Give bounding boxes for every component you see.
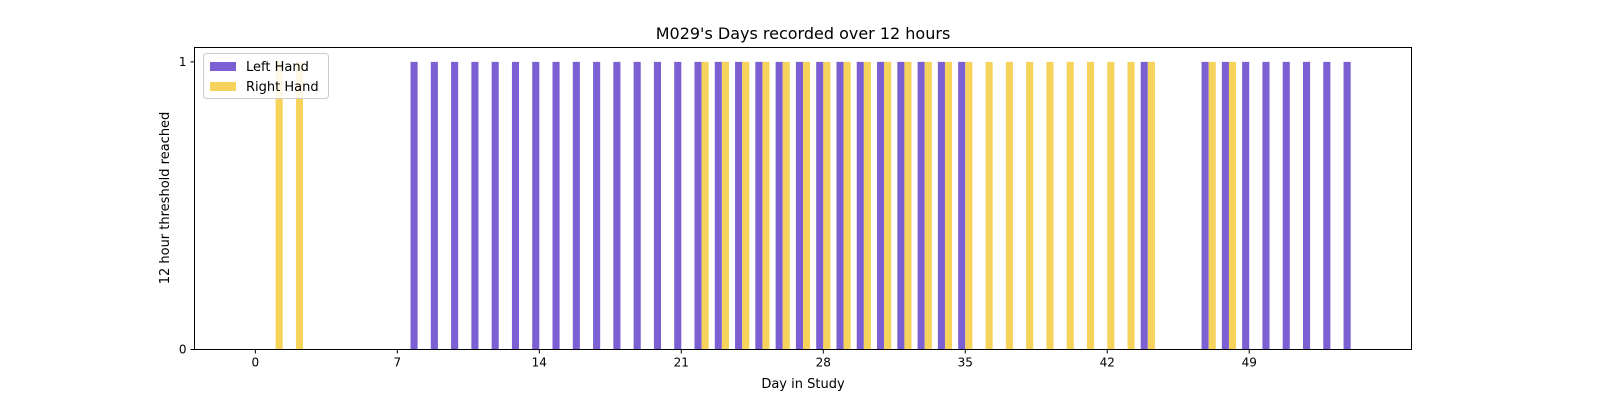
right-hand-bar <box>1228 61 1237 350</box>
left-hand-bar <box>633 61 641 350</box>
right-hand-bar <box>884 61 892 350</box>
right-hand-bar <box>782 61 790 350</box>
left-hand-bar <box>1323 61 1331 350</box>
right-hand-bar <box>1127 61 1135 350</box>
left-hand-bar <box>877 61 885 350</box>
left-hand-bar <box>552 61 560 350</box>
right-hand-bar <box>1066 61 1074 350</box>
right-hand-bar <box>965 61 973 350</box>
left-hand-bar <box>958 61 966 350</box>
right-hand-bar <box>295 61 304 350</box>
right-hand-bar <box>701 61 709 350</box>
left-hand-bar <box>674 61 682 350</box>
x-tick-label: 42 <box>1100 356 1115 370</box>
x-tick-label: 7 <box>394 356 402 370</box>
legend-swatch-right-hand <box>210 82 236 91</box>
left-hand-bar <box>1140 61 1148 350</box>
x-tick-label: 0 <box>252 356 260 370</box>
left-hand-bar <box>897 61 905 350</box>
left-hand-bar <box>795 61 803 350</box>
legend-label-left-hand: Left Hand <box>246 60 309 75</box>
legend-label-right-hand: Right Hand <box>246 80 319 95</box>
x-tick-label: 35 <box>958 356 973 370</box>
x-tick-label: 49 <box>1242 356 1257 370</box>
y-axis: 01 <box>179 55 195 357</box>
right-hand-bar <box>721 61 729 350</box>
left-hand-bar <box>816 61 824 350</box>
left-hand-bar <box>1221 61 1229 350</box>
right-hand-bar <box>1107 61 1115 350</box>
right-hand-bar <box>843 61 851 350</box>
left-hand-bar <box>1343 61 1351 350</box>
left-hand-bar <box>532 61 540 350</box>
right-hand-bar <box>924 61 932 350</box>
right-hand-bar <box>863 61 871 350</box>
left-hand-bar <box>836 61 844 350</box>
left-hand-bar <box>714 61 722 350</box>
left-hand-bar <box>694 61 702 350</box>
right-hand-bar <box>275 61 283 350</box>
right-hand-bar <box>1005 61 1013 350</box>
y-tick-label: 1 <box>179 55 187 69</box>
left-hand-bar <box>471 61 479 350</box>
left-hand-bar <box>430 61 438 350</box>
left-hand-bar <box>1262 61 1270 350</box>
left-hand-bar <box>735 61 743 350</box>
left-hand-bar <box>653 61 662 350</box>
left-hand-bar <box>451 61 459 350</box>
left-hand-bar <box>1242 61 1250 350</box>
right-hand-bar <box>1046 61 1054 350</box>
y-tick-label: 0 <box>179 343 187 357</box>
right-hand-bar <box>1086 61 1095 350</box>
left-hand-bar <box>755 61 763 350</box>
left-hand-bar <box>775 61 783 350</box>
legend: Left Hand Right Hand <box>203 53 329 99</box>
left-hand-bar <box>1201 61 1209 350</box>
left-hand-bar <box>491 61 499 350</box>
left-hand-bar <box>410 61 418 350</box>
right-hand-bar <box>1026 61 1034 350</box>
x-axis: 0 7 14 21 28 35 42 49 <box>252 349 1257 370</box>
right-hand-bar <box>1208 61 1216 350</box>
x-tick-label: 14 <box>532 356 547 370</box>
right-hand-bar <box>985 61 993 350</box>
plot-area <box>275 61 1351 350</box>
right-hand-bar <box>803 61 811 350</box>
left-hand-bar <box>856 61 864 350</box>
left-hand-bar <box>1302 61 1311 350</box>
legend-swatch-left-hand <box>210 62 236 71</box>
right-hand-bar <box>944 61 953 350</box>
plot-frame <box>194 47 1412 350</box>
right-hand-bar <box>742 61 750 350</box>
right-hand-bar <box>904 61 912 350</box>
x-tick-label: 28 <box>816 356 831 370</box>
left-hand-bar <box>572 61 580 350</box>
right-hand-bar <box>1147 61 1155 350</box>
y-axis-label: 12 hour threshold reached <box>158 112 173 285</box>
x-axis-label: Day in Study <box>761 377 845 392</box>
left-hand-bar <box>593 61 601 350</box>
left-hand-bar <box>917 61 925 350</box>
x-tick-label: 21 <box>674 356 689 370</box>
left-hand-bar <box>1282 61 1290 350</box>
chart-title: M029's Days recorded over 12 hours <box>656 24 951 43</box>
left-hand-bar <box>511 61 520 350</box>
right-hand-bar <box>823 61 831 350</box>
left-hand-bar <box>937 61 945 350</box>
right-hand-bar <box>762 61 770 350</box>
left-hand-bar <box>613 61 621 350</box>
